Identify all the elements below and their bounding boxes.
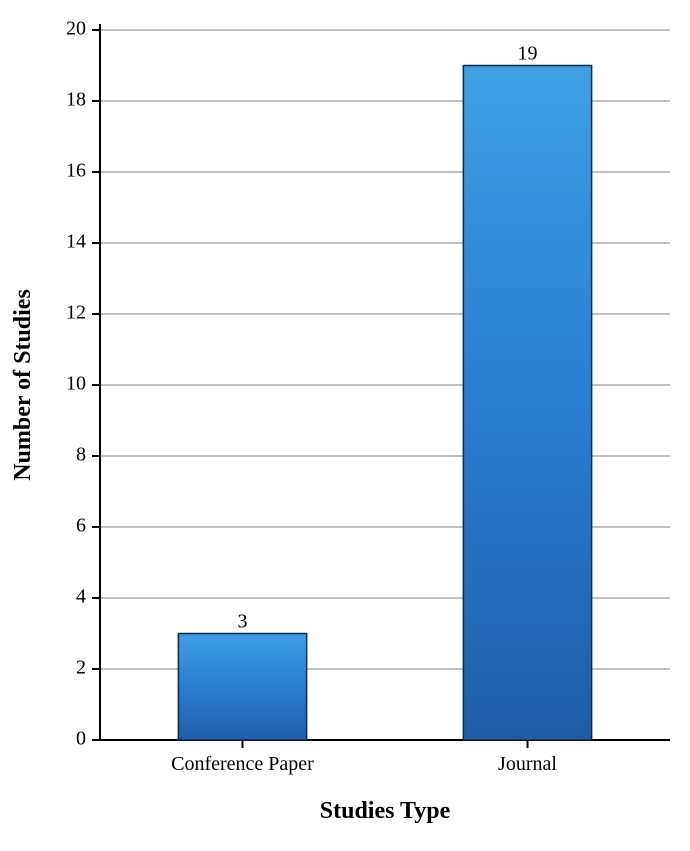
bar bbox=[463, 66, 591, 741]
y-tick-label: 14 bbox=[66, 231, 86, 253]
bars: 3 19 bbox=[178, 43, 591, 741]
x-tick-labels: Conference Paper Journal bbox=[171, 753, 557, 775]
x-tick-label: Journal bbox=[498, 753, 557, 775]
y-axis-title: Number of Studies bbox=[10, 289, 36, 481]
y-tick-label: 6 bbox=[76, 515, 86, 537]
x-axis-title: Studies Type bbox=[320, 798, 451, 824]
chart-svg: 3 19 0 2 4 6 8 10 12 14 16 18 20 Conference Paper Jo… bbox=[0, 0, 690, 851]
y-tick-label: 8 bbox=[76, 444, 86, 466]
bar-value-label: 19 bbox=[518, 43, 538, 65]
x-tick-label: Conference Paper bbox=[171, 753, 314, 775]
y-tick-label: 20 bbox=[66, 18, 86, 40]
bar bbox=[178, 634, 306, 741]
y-tick-label: 0 bbox=[76, 728, 86, 750]
y-tick-label: 2 bbox=[76, 657, 86, 679]
y-tick-label: 12 bbox=[66, 302, 86, 324]
y-tick-label: 16 bbox=[66, 160, 86, 182]
y-tick-labels: 0 2 4 6 8 10 12 14 16 18 20 bbox=[66, 18, 86, 750]
bar-value-label: 3 bbox=[238, 611, 248, 633]
y-tick-label: 10 bbox=[66, 373, 86, 395]
studies-type-bar-chart: 3 19 0 2 4 6 8 10 12 14 16 18 20 Conference Paper Jo… bbox=[0, 0, 690, 851]
y-tick-label: 18 bbox=[66, 89, 86, 111]
y-tick-label: 4 bbox=[76, 586, 86, 608]
